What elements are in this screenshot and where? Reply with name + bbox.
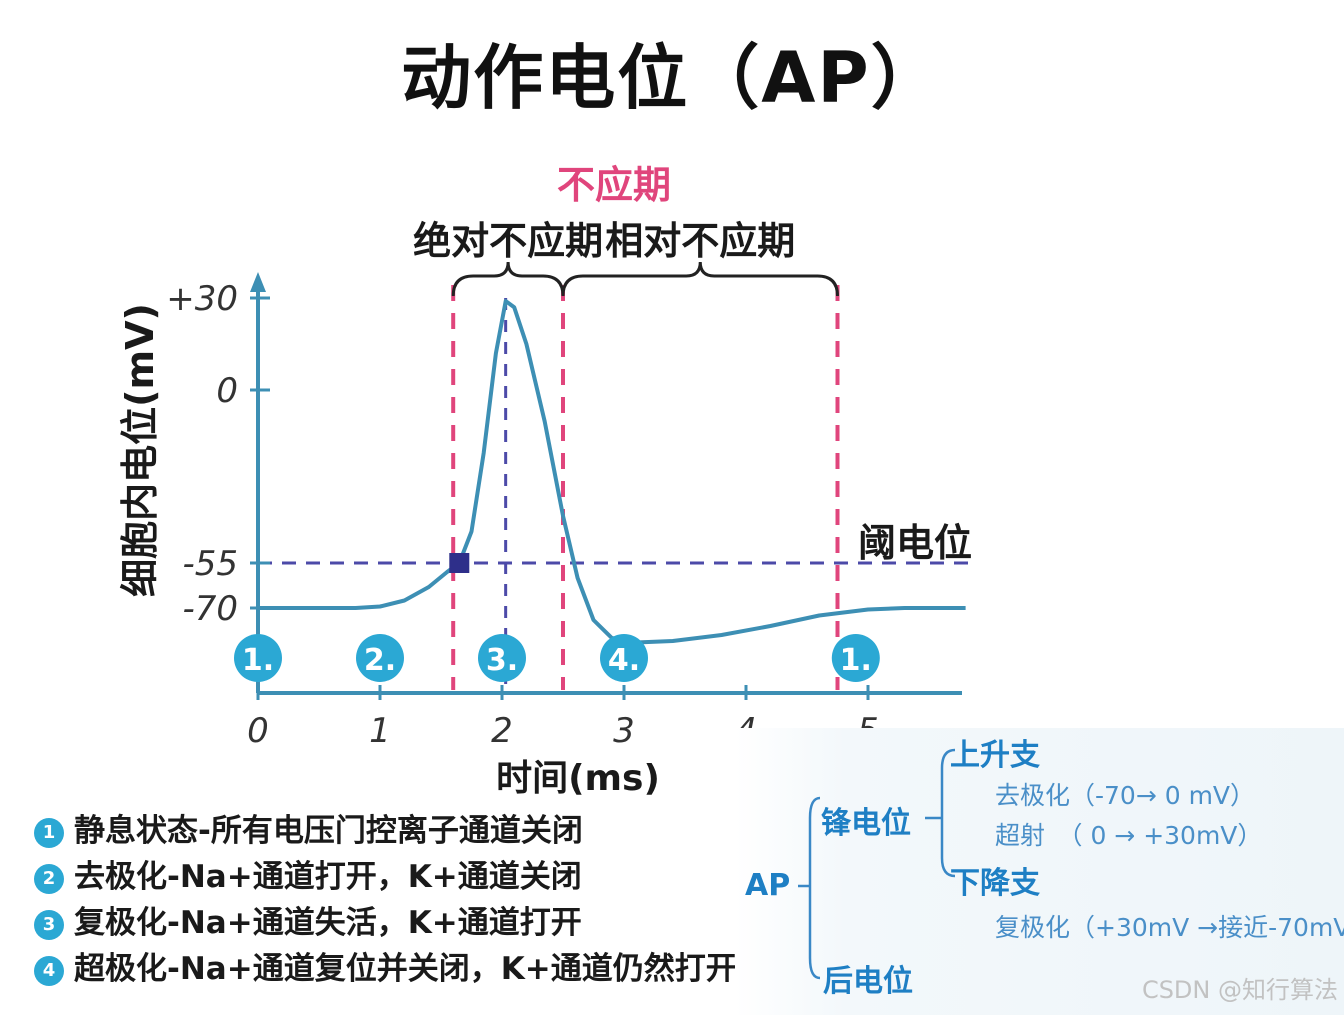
phase-marker-4: [600, 634, 648, 682]
phase-marker-5: [831, 634, 880, 682]
legend-text-3: 复极化-Na+通道失活，K+通道打开: [74, 905, 582, 941]
phase-marker-label-1: 1.: [242, 643, 274, 678]
tree-overshoot: 超射 （ 0 → +30mV）: [995, 821, 1263, 850]
phase-marker-1: [234, 634, 282, 682]
watermark: CSDN @知行算法: [1141, 976, 1338, 1004]
legend-number-1: 1: [34, 817, 64, 848]
phase-marker-label-3: 3.: [486, 643, 518, 678]
phase-marker-label-5: 1.: [840, 643, 872, 678]
tree-rising-phase: 上升支: [950, 738, 1040, 773]
y-axis-arrow: [250, 272, 266, 292]
tree-depolarization: 去极化（-70→ 0 mV）: [995, 781, 1256, 810]
ap-component-tree: AP 锋电位 后电位 上升支 去极化（-70→ 0 mV） 超射 （ 0 → +…: [735, 728, 1344, 1015]
legend-text-1: 静息状态-所有电压门控离子通道关闭: [74, 813, 583, 849]
legend-text-4: 超极化-Na+通道复位并关闭，K+通道仍然打开: [74, 951, 737, 987]
threshold-point-marker: [449, 553, 470, 573]
x-tick-label-1: 1: [369, 711, 391, 751]
relative-refractory-brace: [561, 261, 839, 297]
absolute-refractory-brace: [451, 261, 565, 297]
refractory-period-label: 不应期: [557, 163, 671, 207]
x-tick-label-2: 2: [491, 711, 513, 751]
absolute-refractory-label: 绝对不应期: [413, 219, 603, 263]
tree-repolarization: 复极化（+30mV →接近-70mV）: [995, 913, 1344, 942]
y-tick-label-3: -70: [182, 589, 238, 629]
x-tick-label-3: 3: [613, 711, 635, 751]
legend-item-2: 2 去极化-Na+通道打开，K+通道关闭: [34, 854, 774, 900]
legend-text-2: 去极化-Na+通道打开，K+通道关闭: [74, 859, 582, 895]
y-tick-label-2: -55: [182, 544, 238, 584]
legend-number-2: 2: [34, 863, 64, 894]
y-axis-label: 细胞内电位(mV): [118, 303, 162, 597]
threshold-label: 阈电位: [858, 521, 972, 565]
phase-marker-2: [356, 634, 404, 682]
legend-number-3: 3: [34, 909, 64, 940]
tree-brackets: [798, 748, 956, 980]
page-title: 动作电位（AP）: [401, 37, 943, 119]
phase-marker-label-2: 2.: [364, 643, 396, 678]
phase-marker-label-4: 4.: [608, 643, 640, 678]
x-tick-label-0: 0: [247, 711, 269, 751]
x-axis-label: 时间(ms): [496, 758, 660, 799]
tree-spike-potential: 锋电位: [821, 806, 911, 841]
y-tick-label-1: 0: [216, 371, 238, 411]
phase-marker-3: [478, 634, 526, 682]
relative-refractory-label: 相对不应期: [605, 219, 795, 263]
tree-root-ap: AP: [745, 868, 791, 903]
legend-number-4: 4: [34, 955, 64, 986]
tree-falling-phase: 下降支: [950, 866, 1040, 901]
legend-item-4: 4 超极化-Na+通道复位并关闭，K+通道仍然打开: [34, 946, 774, 992]
membrane-potential-curve: [258, 299, 966, 645]
legend-item-3: 3 复极化-Na+通道失活，K+通道打开: [34, 900, 774, 946]
phase-legend: 1 静息状态-所有电压门控离子通道关闭 2 去极化-Na+通道打开，K+通道关闭 3…: [34, 808, 774, 992]
legend-item-1: 1 静息状态-所有电压门控离子通道关闭: [34, 808, 774, 854]
tree-after-potential: 后电位: [823, 964, 913, 999]
y-tick-label-0: +30: [166, 279, 238, 319]
